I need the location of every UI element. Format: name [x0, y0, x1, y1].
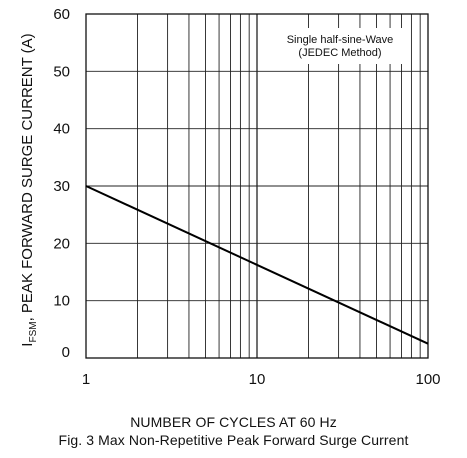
y-tick-label: 10 [53, 293, 70, 310]
y-tick-label: 60 [53, 6, 70, 23]
y-tick-label: 0 [62, 344, 70, 361]
figure-caption: Fig. 3 Max Non-Repetitive Peak Forward S… [58, 432, 409, 448]
y-axis-label: IFSM, PEAK FORWARD SURGE CURRENT (A) [19, 33, 39, 346]
y-tick-label: 20 [53, 235, 70, 252]
annotation-box [278, 28, 402, 64]
method-annotation: Single half-sine-Wave (JEDEC Method) [278, 28, 402, 64]
x-tick-labels: 1 10 100 [82, 371, 441, 388]
y-tick-label: 40 [53, 121, 70, 138]
x-tick-label: 100 [415, 371, 440, 388]
annotation-line-2: (JEDEC Method) [298, 47, 381, 59]
x-axis-label: NUMBER OF CYCLES AT 60 Hz [130, 414, 337, 430]
series [85, 185, 429, 345]
x-tick-label: 10 [249, 371, 266, 388]
surge-current-chart: 1 10 100 0 10 20 30 40 50 60 Single half-sine-Wa… [19, 6, 441, 388]
y-tick-label: 50 [53, 63, 70, 80]
x-tick-label: 1 [82, 371, 90, 388]
annotation-line-1: Single half-sine-Wave [287, 34, 394, 46]
grid [86, 14, 428, 358]
y-tick-labels: 0 10 20 30 40 50 60 [53, 6, 70, 361]
y-tick-label: 30 [53, 178, 70, 195]
series-line [85, 185, 429, 345]
